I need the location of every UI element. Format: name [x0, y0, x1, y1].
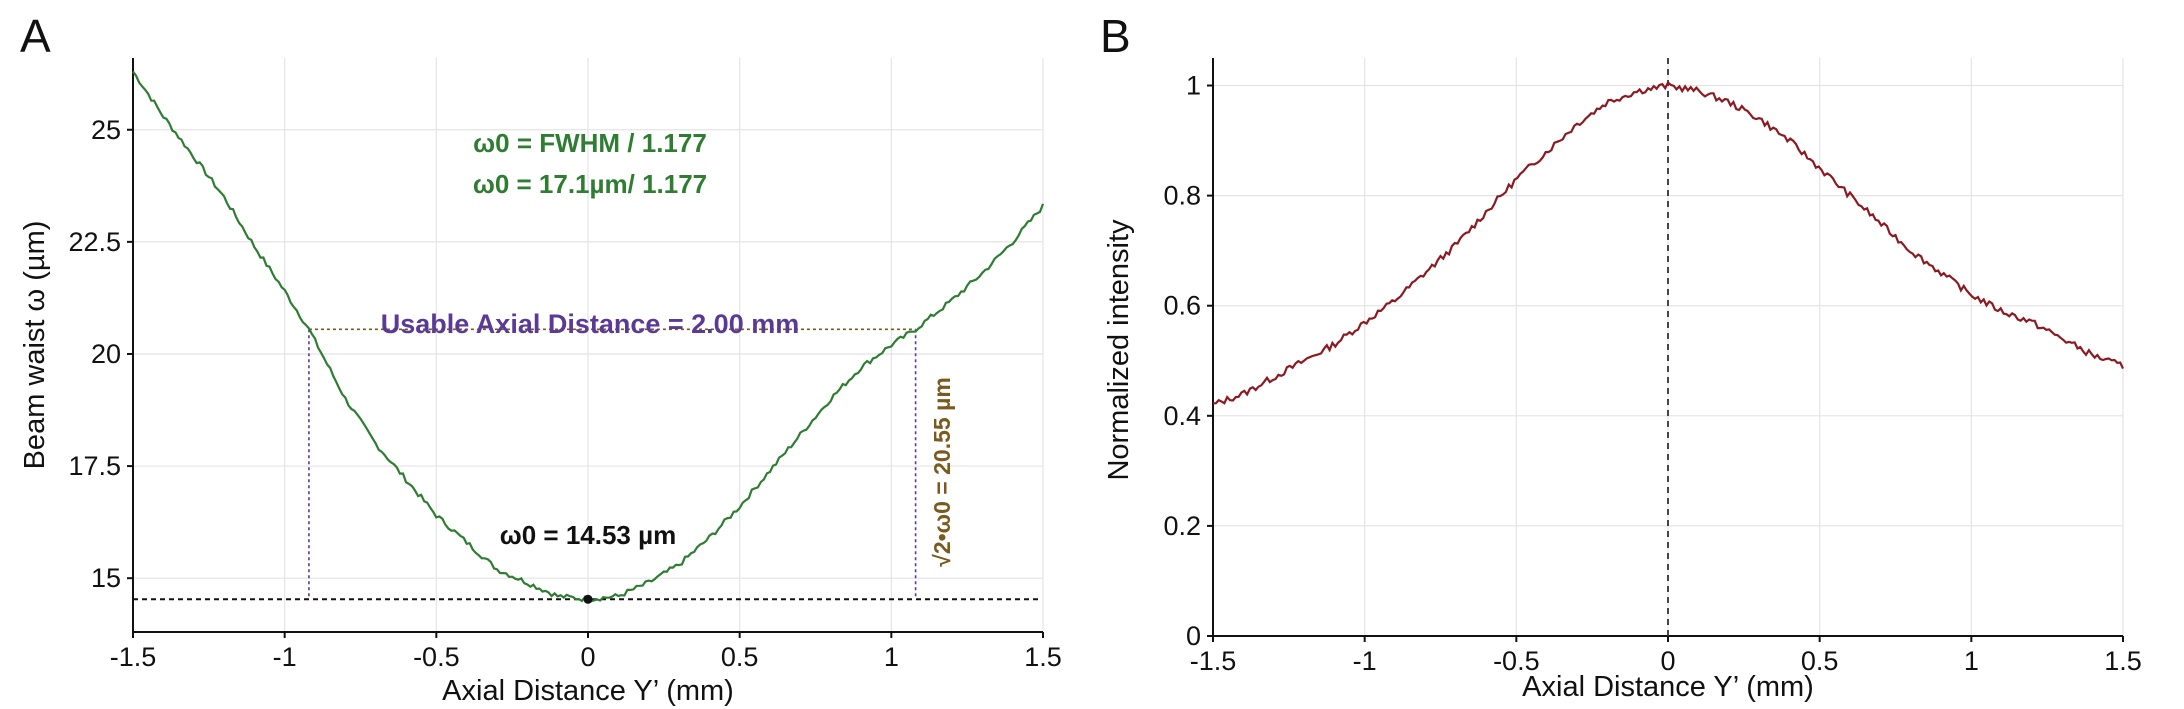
formula-value: ω0 = 17.1µm/ 1.177: [473, 169, 707, 199]
panel-b-tick-labels: -1.5 -1 -0.5 0 0.5 1 1.5 0 0.2 0.4 0.6 0.8 1: [1163, 71, 2141, 676]
panel-a-series: [132, 70, 1045, 604]
panel-b: B -1.5 -1 -0.5 0 0.5 1 1.5 0 0.2 0.4 0.6 0.8 1 Axial…: [1100, 10, 2142, 703]
panel-a-tick-labels: -1.5 -1 -0.5 0 0.5 1 1.5 15 17.5 20 22.5 25: [68, 115, 1061, 672]
formula-fwhm: ω0 = FWHM / 1.177: [473, 128, 707, 158]
y-tick-label: 0.8: [1163, 181, 1201, 211]
x-tick-label: -0.5: [1493, 646, 1540, 676]
x-tick-label: 0.5: [1801, 646, 1839, 676]
x-tick-label: 0: [1660, 646, 1675, 676]
x-tick-label: 0: [580, 642, 595, 672]
intensity-line: [1213, 80, 2124, 405]
min-waist-point: [583, 594, 593, 604]
panel-b-x-axis-label: Axial Distance Y’ (mm): [1522, 671, 1814, 703]
panel-b-y-axis-label: Normalized intensity: [1103, 219, 1135, 481]
x-tick-label: 0.5: [721, 642, 759, 672]
y-tick-label: 0.2: [1163, 511, 1201, 541]
y-tick-label: 15: [91, 563, 121, 593]
panel-a-y-axis-label: Beam waist ω (µm): [19, 221, 51, 470]
panel-a-reference-lines: [133, 328, 1039, 601]
y-tick-label: 17.5: [68, 451, 121, 481]
usable-distance-label: Usable Axial Distance = 2.00 mm: [381, 309, 799, 339]
x-tick-label: -1: [273, 642, 297, 672]
panel-a-x-axis-label: Axial Distance Y’ (mm): [442, 675, 734, 707]
x-tick-label: 1: [884, 642, 899, 672]
x-tick-label: -1.5: [110, 642, 157, 672]
y-tick-label: 0.6: [1163, 291, 1201, 321]
panel-b-letter: B: [1100, 10, 1131, 62]
y-tick-label: 22.5: [68, 227, 121, 257]
x-tick-label: -0.5: [413, 642, 460, 672]
y-tick-label: 0: [1186, 621, 1201, 651]
panel-a: A -1.5 -1 -0.5 0 0.5 1 1.5 15 17.5 20 22.5 25 Axial…: [19, 10, 1062, 707]
x-tick-label: -1.5: [1190, 646, 1237, 676]
y-tick-label: 0.4: [1163, 401, 1201, 431]
min-waist-label: ω0 = 14.53 µm: [500, 520, 676, 550]
y-tick-label: 20: [91, 339, 121, 369]
x-tick-label: 1: [1964, 646, 1979, 676]
x-tick-label: 1.5: [2104, 646, 2142, 676]
panel-a-letter: A: [20, 10, 51, 62]
threshold-label: √2•ω0 = 20.55 µm: [929, 377, 955, 567]
y-tick-label: 1: [1186, 71, 1201, 101]
x-tick-label: 1.5: [1024, 642, 1062, 672]
y-tick-label: 25: [91, 115, 121, 145]
x-tick-label: -1: [1353, 646, 1377, 676]
panel-b-series: [1213, 80, 2124, 405]
